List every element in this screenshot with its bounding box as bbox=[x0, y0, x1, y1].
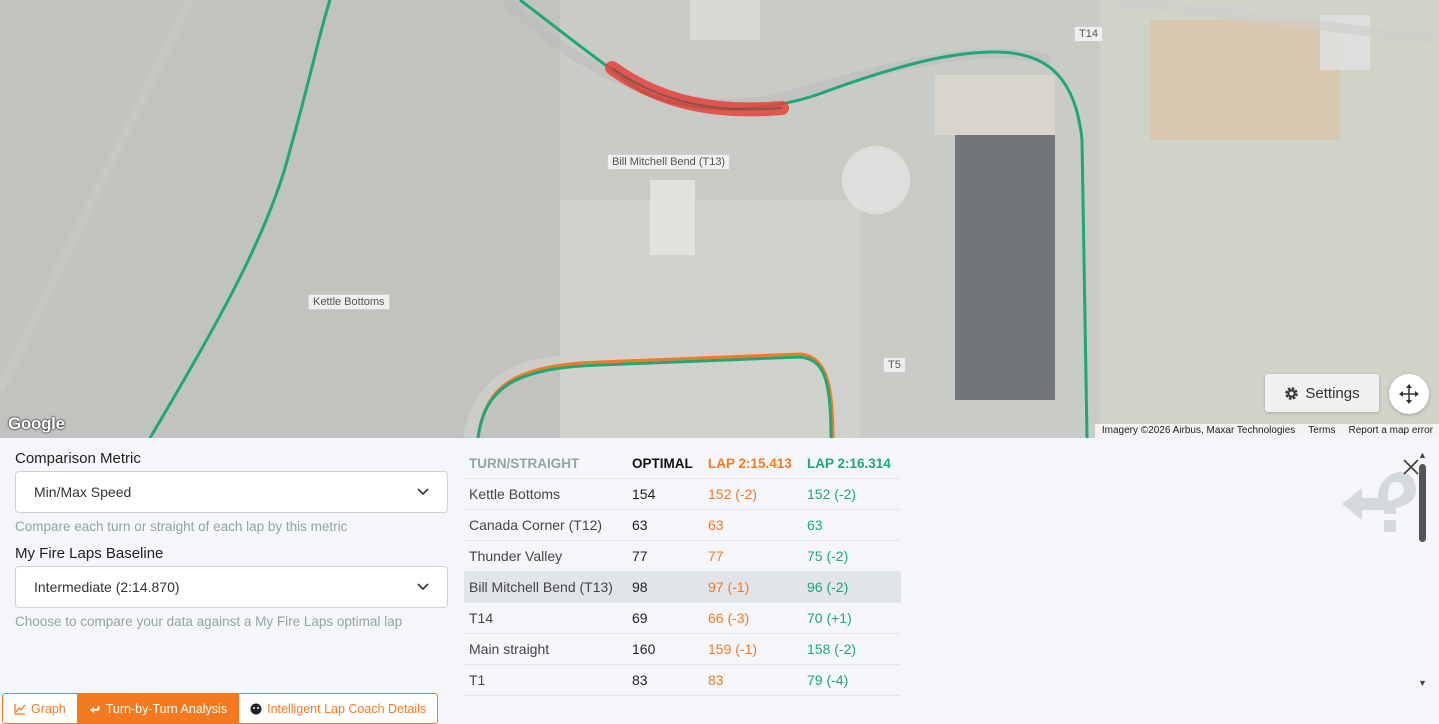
chevron-down-icon bbox=[417, 583, 429, 591]
row-turn-name: Kettle Bottoms bbox=[464, 478, 627, 510]
close-icon bbox=[1403, 459, 1419, 475]
imagery-credit: Imagery ©2026 Airbus, Maxar Technologies bbox=[1101, 425, 1296, 436]
header-lap-a: LAP 2:15.413 bbox=[703, 448, 802, 479]
scroll-down-arrow-icon[interactable]: ▼ bbox=[1418, 678, 1427, 688]
map-label-kettle-bottoms: Kettle Bottoms bbox=[308, 294, 390, 310]
chart-icon bbox=[14, 703, 26, 715]
row-optimal: 154 bbox=[627, 478, 703, 510]
comparison-metric-label: Comparison Metric bbox=[15, 450, 141, 467]
baseline-value: Intermediate (2:14.870) bbox=[34, 579, 180, 595]
table-row[interactable]: T14 69 66 (-3) 70 (+1) bbox=[464, 602, 901, 634]
gear-icon bbox=[1285, 386, 1299, 400]
row-lap-a: 159 (-1) bbox=[703, 633, 802, 665]
map-label-bill-mitchell: Bill Mitchell Bend (T13) bbox=[607, 154, 731, 170]
satellite-imagery bbox=[0, 0, 1439, 438]
row-turn-name: Canada Corner (T12) bbox=[464, 509, 627, 541]
report-map-error-link[interactable]: Report a map error bbox=[1348, 425, 1433, 436]
tab-turn-by-turn[interactable]: Turn-by-Turn Analysis bbox=[77, 694, 240, 723]
row-lap-b: 79 (-4) bbox=[802, 664, 901, 696]
table-row-selected[interactable]: Bill Mitchell Bend (T13) 98 97 (-1) 96 (… bbox=[464, 571, 901, 603]
header-turn: TURN/STRAIGHT bbox=[464, 448, 627, 479]
row-lap-a: 97 (-1) bbox=[703, 571, 802, 603]
tab-graph[interactable]: Graph bbox=[3, 694, 78, 723]
comparison-metric-select[interactable]: Min/Max Speed bbox=[15, 471, 448, 513]
turn-comparison-table: TURN/STRAIGHT OPTIMAL LAP 2:15.413 LAP 2… bbox=[464, 448, 901, 696]
row-turn-name: Bill Mitchell Bend (T13) bbox=[464, 571, 627, 603]
header-lap-b: LAP 2:16.314 bbox=[802, 448, 901, 479]
table-header-row: TURN/STRAIGHT OPTIMAL LAP 2:15.413 LAP 2… bbox=[464, 448, 901, 479]
coach-icon bbox=[250, 703, 262, 714]
baseline-hint: Choose to compare your data against a My… bbox=[15, 614, 403, 629]
terms-link[interactable]: Terms bbox=[1308, 425, 1336, 436]
row-turn-name: T14 bbox=[464, 602, 627, 634]
google-logo: Google bbox=[8, 414, 65, 433]
scroll-up-arrow-icon[interactable]: ▲ bbox=[1418, 450, 1427, 460]
tab-lap-coach[interactable]: Intelligent Lap Coach Details bbox=[239, 694, 437, 723]
row-lap-a: 66 (-3) bbox=[703, 602, 802, 634]
scroll-thumb[interactable] bbox=[1419, 464, 1426, 542]
analysis-tabs: Graph Turn-by-Turn Analysis Intelligent … bbox=[2, 693, 439, 724]
table-row[interactable]: Kettle Bottoms 154 152 (-2) 152 (-2) bbox=[464, 478, 901, 510]
row-turn-name: Main straight bbox=[464, 633, 627, 665]
chevron-down-icon bbox=[417, 488, 429, 496]
row-optimal: 98 bbox=[627, 571, 703, 603]
row-lap-b: 96 (-2) bbox=[802, 571, 901, 603]
comparison-metric-value: Min/Max Speed bbox=[34, 484, 132, 500]
tab-graph-label: Graph bbox=[31, 701, 66, 716]
table-row[interactable]: T1 83 83 79 (-4) bbox=[464, 664, 901, 696]
row-lap-b: 158 (-2) bbox=[802, 633, 901, 665]
row-lap-b: 63 bbox=[802, 509, 901, 541]
table-row[interactable]: Main straight 160 159 (-1) 158 (-2) bbox=[464, 633, 901, 665]
table-row[interactable]: Thunder Valley 77 77 75 (-2) bbox=[464, 540, 901, 572]
comparison-controls: Comparison Metric Min/Max Speed Compare … bbox=[15, 450, 448, 640]
row-optimal: 83 bbox=[627, 664, 703, 696]
row-turn-name: Thunder Valley bbox=[464, 540, 627, 572]
row-optimal: 77 bbox=[627, 540, 703, 572]
settings-label: Settings bbox=[1305, 384, 1360, 402]
header-optimal: OPTIMAL bbox=[627, 448, 703, 479]
baseline-label: My Fire Laps Baseline bbox=[15, 545, 164, 562]
turn-icon bbox=[89, 705, 100, 713]
panel-scrollbar[interactable]: ▲ ▼ bbox=[1416, 450, 1430, 688]
recenter-button[interactable] bbox=[1389, 374, 1429, 414]
baseline-select[interactable]: Intermediate (2:14.870) bbox=[15, 566, 448, 608]
map-settings-button[interactable]: Settings bbox=[1265, 374, 1379, 412]
map-attribution: Imagery ©2026 Airbus, Maxar Technologies… bbox=[1094, 424, 1439, 438]
tab-turn-by-turn-label: Turn-by-Turn Analysis bbox=[105, 701, 228, 716]
close-panel-button[interactable] bbox=[1402, 458, 1420, 478]
track-map[interactable]: T14 Bill Mitchell Bend (T13) Kettle Bott… bbox=[0, 0, 1439, 438]
row-lap-a: 63 bbox=[703, 509, 802, 541]
row-optimal: 69 bbox=[627, 602, 703, 634]
row-lap-a: 152 (-2) bbox=[703, 478, 802, 510]
row-optimal: 160 bbox=[627, 633, 703, 665]
brand-watermark-icon bbox=[1342, 472, 1416, 532]
row-lap-a: 77 bbox=[703, 540, 802, 572]
row-lap-a: 83 bbox=[703, 664, 802, 696]
row-lap-b: 152 (-2) bbox=[802, 478, 901, 510]
table-row[interactable]: Canada Corner (T12) 63 63 63 bbox=[464, 509, 901, 541]
row-optimal: 63 bbox=[627, 509, 703, 541]
comparison-metric-hint: Compare each turn or straight of each la… bbox=[15, 519, 348, 534]
recenter-icon bbox=[1399, 384, 1419, 404]
map-label-t5: T5 bbox=[883, 357, 906, 373]
row-lap-b: 70 (+1) bbox=[802, 602, 901, 634]
map-label-t14: T14 bbox=[1074, 26, 1103, 42]
row-lap-b: 75 (-2) bbox=[802, 540, 901, 572]
row-turn-name: T1 bbox=[464, 664, 627, 696]
tab-lap-coach-label: Intelligent Lap Coach Details bbox=[267, 701, 427, 716]
